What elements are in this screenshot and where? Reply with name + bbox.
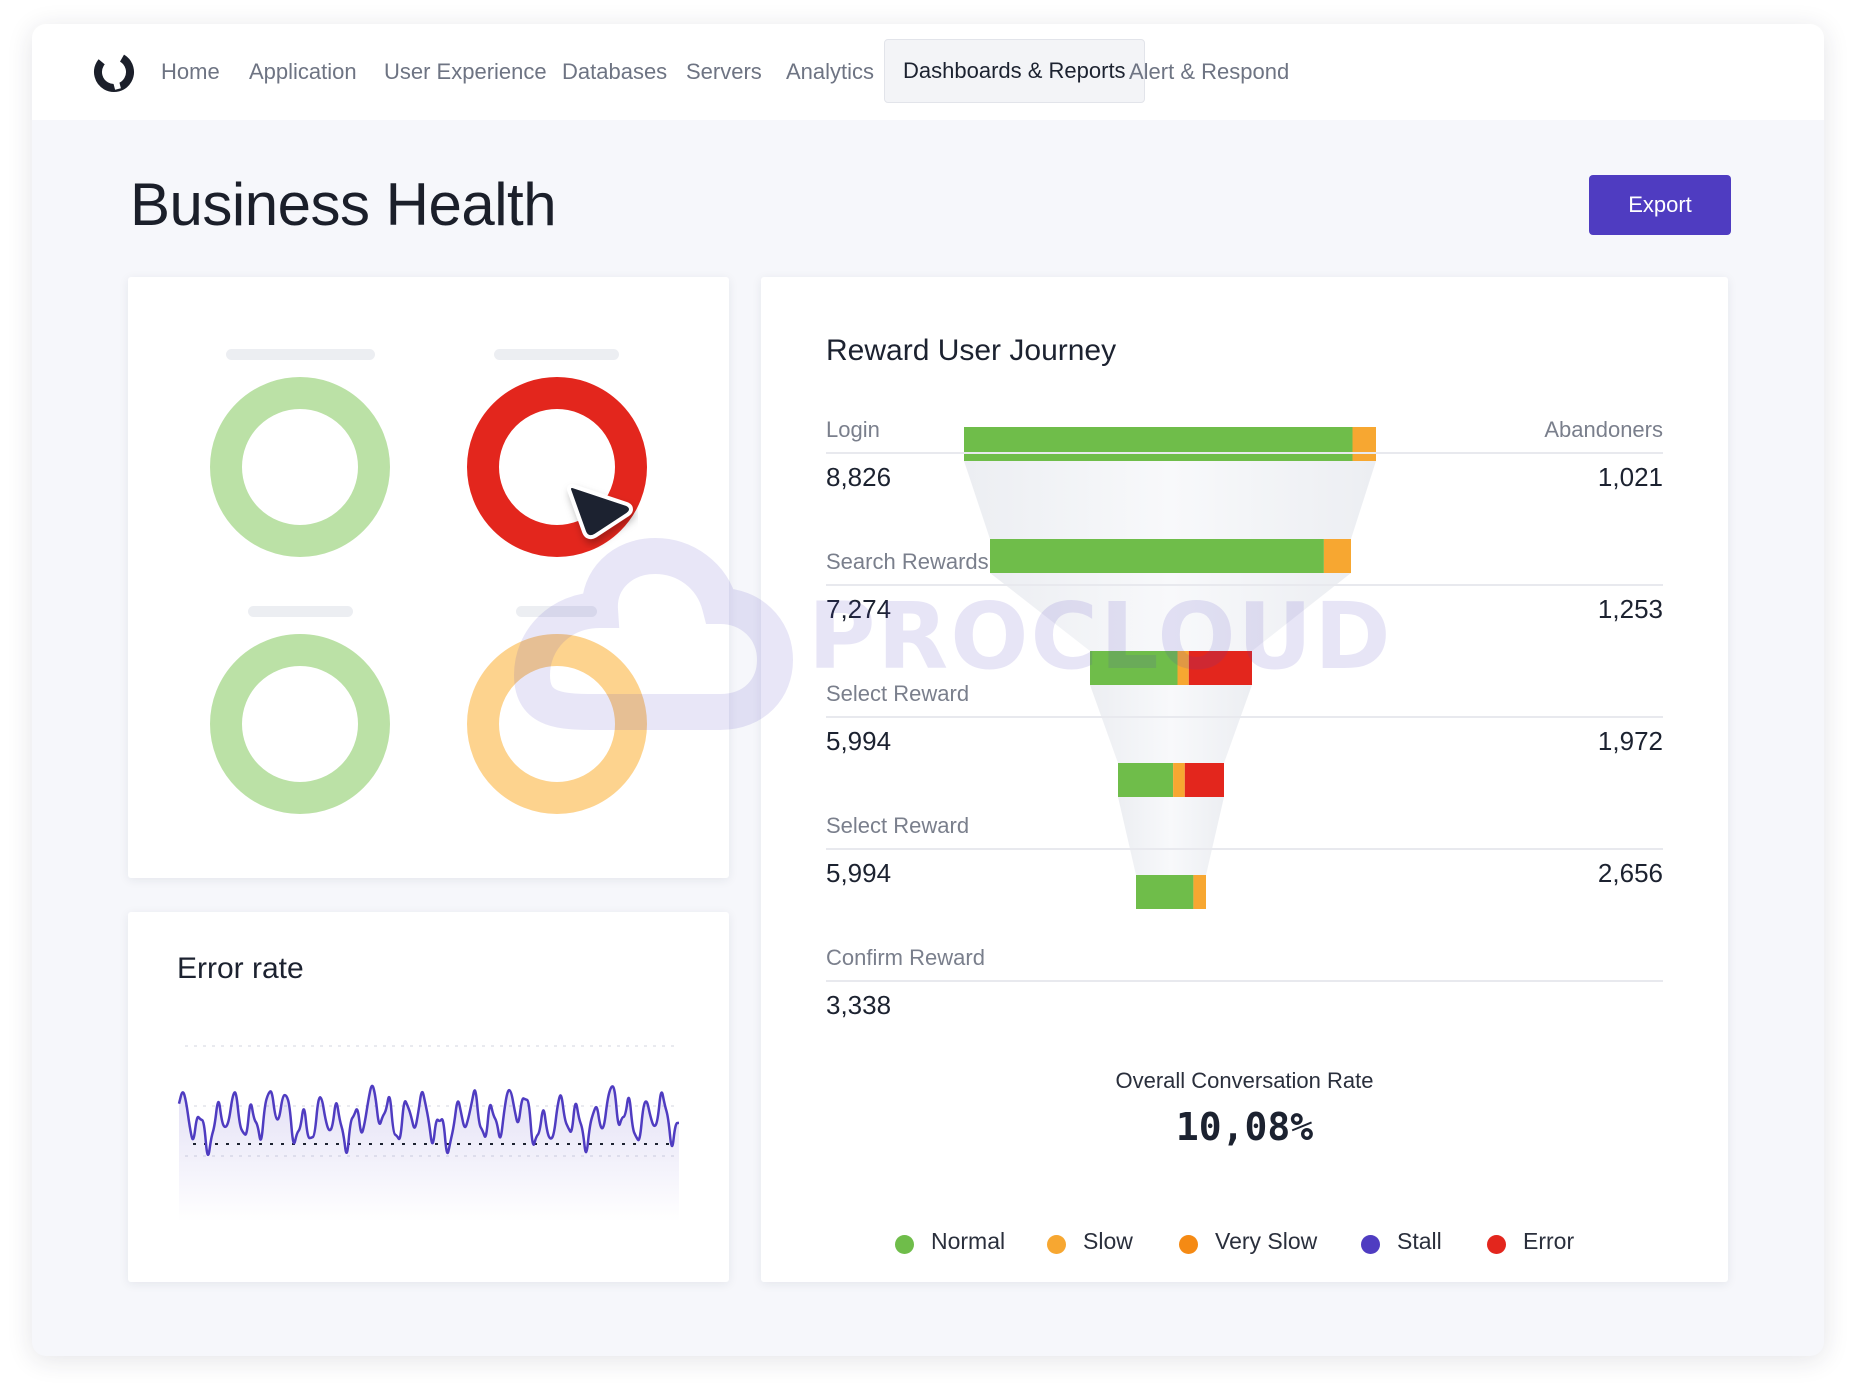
legend-label: Very Slow [1215, 1228, 1318, 1254]
legend-dot-icon [1361, 1235, 1380, 1254]
legend-dot-icon [1047, 1235, 1066, 1254]
nav-item-user-experience[interactable]: User Experience [384, 59, 547, 84]
gauge-ring-normal[interactable] [210, 377, 390, 557]
stage-abandoners-select-reward-2: 2,656 [1597, 858, 1663, 888]
stage-label-search-rewards: Search Rewards [826, 549, 989, 574]
page-title: Business Health [130, 171, 557, 238]
gauge-ring-slow[interactable] [467, 634, 647, 814]
gauge-title-placeholder [248, 606, 353, 617]
gauge-ring-normal[interactable] [210, 634, 390, 814]
funnel-bar-segment-error[interactable] [1188, 651, 1252, 685]
gauge-title-placeholder [494, 349, 619, 360]
stage-value-select-reward-2: 5,994 [826, 858, 892, 888]
nav-item-analytics[interactable]: Analytics [786, 59, 875, 84]
legend-label: Error [1523, 1228, 1575, 1254]
stage-abandoners-login: 1,021 [1597, 462, 1663, 492]
funnel-bar-segment-normal[interactable] [1136, 875, 1194, 909]
stage-divider [826, 848, 1663, 850]
funnel-bar-segment-error[interactable] [1184, 763, 1224, 797]
app-window: Home Application User Experience Databas… [32, 24, 1824, 1356]
funnel-bar-segment-slow[interactable] [1193, 875, 1206, 909]
stage-label-select-reward: Select Reward [826, 681, 970, 706]
funnel-bar-segment-normal[interactable] [964, 427, 1353, 461]
nav-item-home[interactable]: Home [161, 59, 220, 84]
nav-item-databases[interactable]: Databases [562, 59, 668, 84]
error-rate-card: Error rate [128, 912, 729, 1282]
abandoners-header: Abandoners [1544, 417, 1663, 442]
stage-label-select-reward-2: Select Reward [826, 813, 970, 838]
legend-label: Stall [1397, 1228, 1442, 1254]
nav-item-alert-respond[interactable]: Alert & Respond [1129, 59, 1290, 84]
gauge-title-placeholder [226, 349, 375, 360]
nav-item-servers[interactable]: Servers [686, 59, 762, 84]
legend: Normal Slow Very Slow Stall Error [761, 1224, 1728, 1264]
legend-label: Normal [931, 1228, 1006, 1254]
legend-label: Slow [1083, 1228, 1133, 1254]
journey-funnel-chart [964, 427, 1377, 909]
funnel-bar-segment-slow[interactable] [1173, 763, 1185, 797]
funnel-bar-segment-slow[interactable] [1177, 651, 1189, 685]
cursor-pointer-icon [567, 484, 633, 540]
nav-item-application[interactable]: Application [249, 59, 357, 84]
funnel-connector [964, 461, 1376, 539]
stage-value-confirm-reward: 3,338 [826, 990, 892, 1020]
gauge-ring-error[interactable] [467, 377, 647, 557]
error-rate-line [177, 1084, 680, 1157]
stage-abandoners-select-reward: 1,972 [1597, 726, 1663, 756]
legend-dot-icon [1179, 1235, 1198, 1254]
stage-label-confirm-reward: Confirm Reward [826, 945, 985, 970]
legend-dot-icon [1487, 1235, 1506, 1254]
stage-value-login: 8,826 [826, 462, 892, 492]
brand-logo-icon[interactable] [90, 48, 138, 96]
stage-value-search-rewards: 7,274 [826, 594, 892, 624]
stage-abandoners-search-rewards: 1,253 [1597, 594, 1663, 624]
legend-dot-icon [895, 1235, 914, 1254]
funnel-connector [990, 573, 1351, 651]
error-rate-title: Error rate [177, 952, 304, 985]
overall-conversion-label: Overall Conversation Rate [1115, 1068, 1374, 1093]
funnel-connector [1118, 797, 1224, 875]
top-navigation: Home Application User Experience Databas… [32, 24, 1824, 120]
journey-title: Reward User Journey [826, 334, 1117, 367]
error-rate-sparkline[interactable] [175, 1044, 685, 1222]
error-rate-area [179, 1085, 679, 1222]
stage-divider [826, 980, 1663, 982]
stage-label-login: Login [826, 417, 880, 442]
user-journey-card: Reward User Journey Abandoners Login 8,8… [761, 277, 1728, 1282]
stage-value-select-reward: 5,994 [826, 726, 892, 756]
funnel-bar-segment-normal[interactable] [1090, 651, 1178, 685]
nav-item-dashboards-reports[interactable]: Dashboards & Reports [884, 39, 1145, 103]
stage-divider [826, 452, 1663, 454]
health-gauges-card [128, 277, 729, 878]
funnel-bar-segment-normal[interactable] [990, 539, 1324, 573]
stage-divider [826, 716, 1663, 718]
funnel-bar-segment-normal[interactable] [1118, 763, 1174, 797]
export-button[interactable]: Export [1589, 175, 1731, 235]
funnel-bar-segment-slow[interactable] [1323, 539, 1351, 573]
gauge-title-placeholder [516, 606, 597, 617]
overall-conversion-value: 10,08% [1175, 1105, 1314, 1149]
funnel-bar-segment-slow[interactable] [1352, 427, 1377, 461]
funnel-connector [1090, 685, 1252, 763]
stage-divider [826, 584, 1663, 586]
